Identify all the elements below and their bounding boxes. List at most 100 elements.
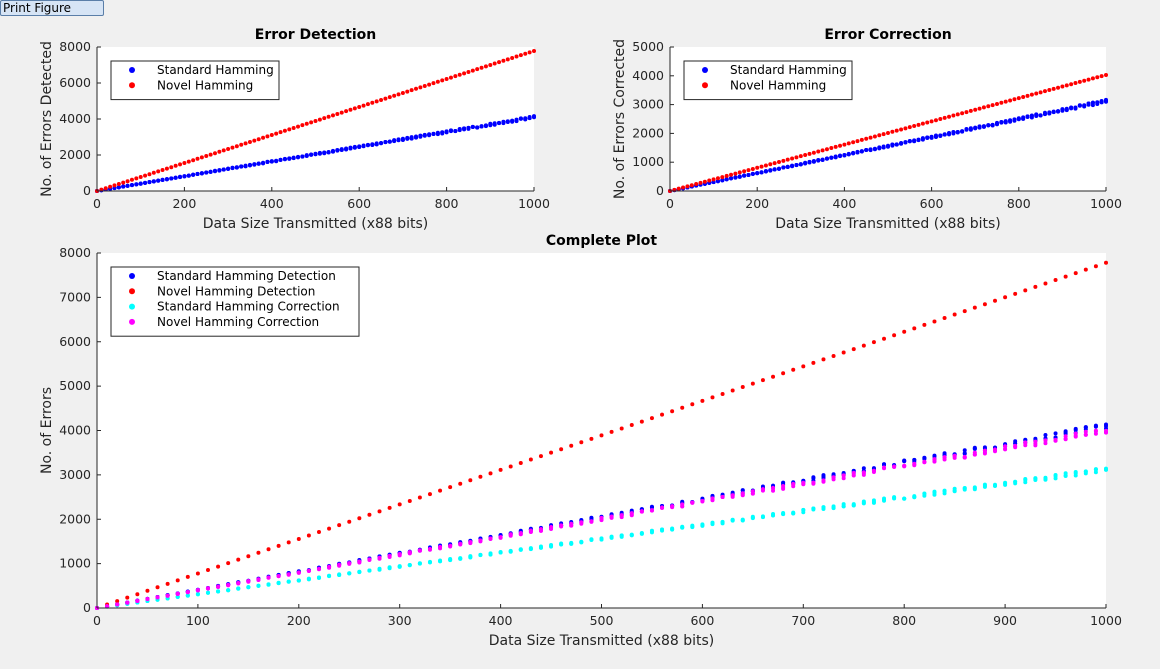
data-point xyxy=(781,483,786,488)
data-point xyxy=(1013,291,1018,296)
data-point xyxy=(160,178,165,183)
data-point xyxy=(422,83,427,88)
data-point xyxy=(899,141,904,146)
data-point xyxy=(962,487,967,492)
x-tick-label: 800 xyxy=(1007,196,1031,211)
data-point xyxy=(1023,440,1028,445)
data-point xyxy=(327,565,332,570)
data-point xyxy=(532,48,536,53)
data-point xyxy=(344,109,349,114)
data-point xyxy=(619,534,624,539)
data-point xyxy=(912,494,917,499)
chart-error-detection: 0 200 400 600 800 1000 0 2000 4000 6000 8000 Error … xyxy=(39,27,550,232)
data-point xyxy=(348,107,353,112)
data-point xyxy=(755,171,760,176)
chart-title: Complete Plot xyxy=(546,233,658,249)
data-point xyxy=(236,557,241,562)
data-point xyxy=(821,473,826,478)
data-point xyxy=(367,557,372,562)
data-point xyxy=(698,180,703,185)
data-point xyxy=(730,388,735,393)
data-point xyxy=(942,491,947,496)
x-tick-label: 1000 xyxy=(518,196,550,211)
data-point xyxy=(629,513,634,518)
data-point xyxy=(791,511,796,516)
data-point xyxy=(427,133,432,138)
data-point xyxy=(955,112,960,117)
data-point xyxy=(444,129,449,134)
data-point xyxy=(234,144,239,149)
data-point xyxy=(488,471,493,476)
x-tick-label: 0 xyxy=(93,613,101,628)
data-markers xyxy=(95,260,1108,610)
data-point xyxy=(514,119,519,124)
data-point xyxy=(711,177,716,182)
data-point xyxy=(326,114,331,119)
data-point xyxy=(912,124,917,128)
data-point xyxy=(922,455,927,460)
data-point xyxy=(733,175,738,180)
y-tick-label: 4000 xyxy=(632,68,664,83)
data-point xyxy=(972,305,977,310)
data-point xyxy=(518,461,523,465)
data-point xyxy=(920,121,925,126)
data-point xyxy=(357,559,362,564)
data-point xyxy=(729,176,734,181)
data-point xyxy=(680,525,685,530)
data-point xyxy=(468,540,473,545)
data-point xyxy=(296,578,301,583)
data-point xyxy=(902,458,907,463)
data-point xyxy=(859,149,864,154)
data-point xyxy=(907,125,912,130)
data-point xyxy=(116,182,121,186)
print-figure-button[interactable]: Print Figure xyxy=(0,0,104,16)
data-point xyxy=(407,563,412,568)
data-point xyxy=(397,502,402,507)
data-point xyxy=(1082,103,1087,108)
data-point xyxy=(977,106,982,111)
data-point xyxy=(942,115,947,120)
data-point xyxy=(720,175,725,180)
data-point xyxy=(816,149,821,154)
data-point xyxy=(164,177,169,182)
x-tick-label: 1000 xyxy=(1090,196,1122,211)
data-point xyxy=(760,488,765,492)
data-point xyxy=(801,481,806,486)
data-point xyxy=(649,504,654,509)
data-point xyxy=(286,572,291,577)
data-point xyxy=(278,157,283,162)
data-point xyxy=(129,177,134,182)
data-point xyxy=(234,165,239,170)
data-point xyxy=(851,473,856,478)
data-point xyxy=(676,186,681,191)
data-point xyxy=(145,588,150,593)
data-point xyxy=(508,549,513,554)
data-point xyxy=(609,515,614,520)
data-point xyxy=(1064,106,1069,111)
data-point xyxy=(955,129,960,134)
data-point xyxy=(337,563,342,568)
data-point xyxy=(339,147,344,152)
data-point xyxy=(903,126,908,131)
data-point xyxy=(715,178,720,183)
data-point xyxy=(801,364,806,369)
data-point xyxy=(348,146,353,151)
data-point xyxy=(497,60,502,65)
data-point xyxy=(236,581,241,586)
data-point xyxy=(1029,92,1034,97)
data-point xyxy=(1082,78,1087,83)
data-point xyxy=(483,64,488,69)
data-point xyxy=(803,161,808,166)
data-point xyxy=(1023,480,1028,485)
legend-marker xyxy=(129,318,135,325)
data-point xyxy=(1003,99,1008,104)
data-point xyxy=(396,138,401,143)
data-point xyxy=(962,454,967,459)
data-point xyxy=(523,116,528,121)
data-point xyxy=(470,68,475,73)
data-point xyxy=(1033,476,1038,481)
legend-box xyxy=(110,266,360,337)
data-point xyxy=(724,177,729,182)
data-point xyxy=(811,360,816,365)
